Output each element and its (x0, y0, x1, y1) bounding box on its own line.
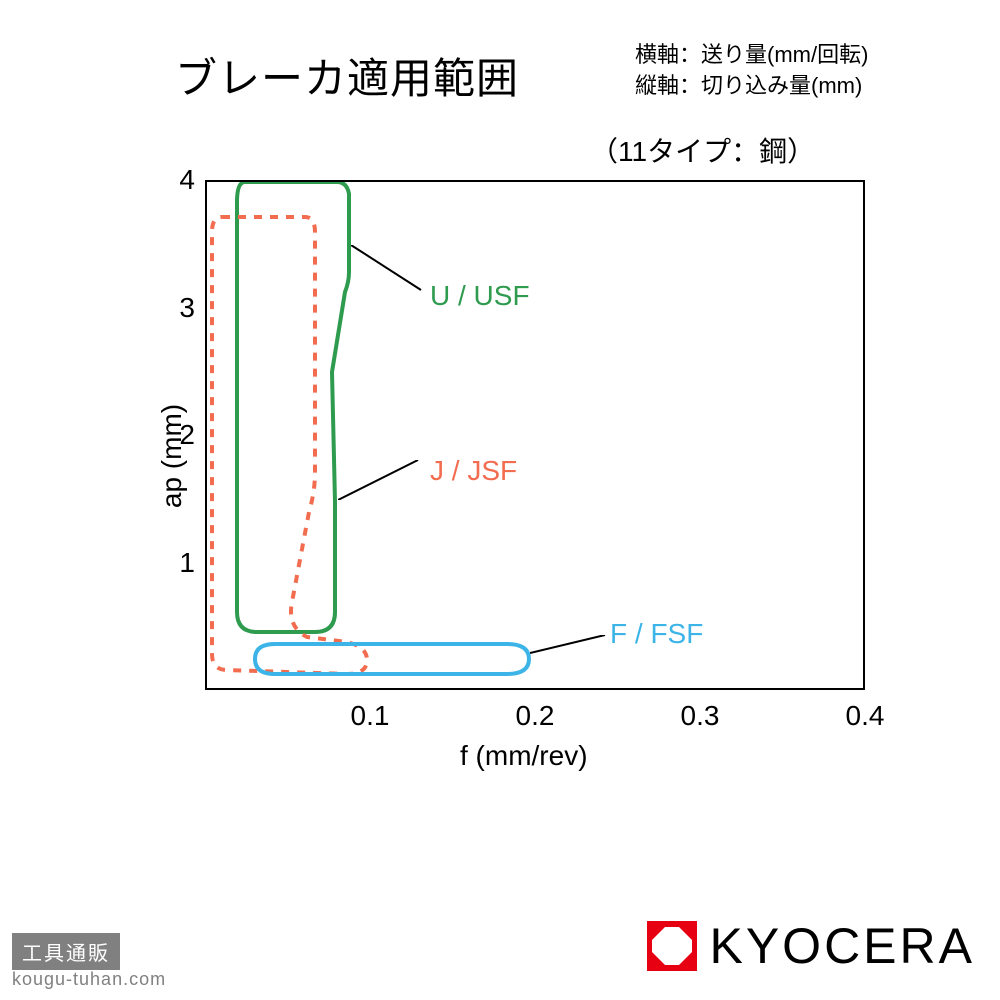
x-axis-desc: 横軸：送り量(mm/回転) (635, 40, 868, 71)
label-line-f (530, 635, 610, 655)
y-tick: 1 (165, 547, 195, 579)
x-tick: 0.2 (516, 700, 555, 732)
y-tick: 3 (165, 292, 195, 324)
region-path (255, 644, 529, 674)
plot-area (205, 180, 865, 690)
chart-title: ブレーカ適用範囲 (175, 45, 519, 106)
footer-badge: 工具通販 (12, 933, 120, 970)
chart-svg (207, 182, 867, 692)
y-axis-desc: 縦軸：切り込み量(mm) (635, 71, 868, 102)
x-tick: 0.1 (351, 700, 390, 732)
label-line-j (338, 460, 428, 500)
footer-url: kougu-tuhan.com (12, 969, 166, 990)
label-line-u (351, 245, 431, 295)
x-tick: 0.3 (681, 700, 720, 732)
brand-logo: KYOCERA (647, 917, 975, 975)
x-tick: 0.4 (846, 700, 885, 732)
region-label-f: F / FSF (610, 618, 703, 650)
chart-subtitle: （11タイプ：鋼） (590, 130, 815, 170)
x-axis-label: f (mm/rev) (460, 740, 588, 772)
y-tick: 4 (165, 164, 195, 196)
chart-container: ap (mm) f (mm/rev) 1234 0.10.20.30.4 U /… (130, 180, 880, 740)
region-label-u: U / USF (430, 280, 530, 312)
region-label-j: J / JSF (430, 455, 517, 487)
region-path (237, 182, 349, 632)
axis-description: 横軸：送り量(mm/回転) 縦軸：切り込み量(mm) (635, 40, 868, 102)
kyocera-icon (647, 921, 697, 971)
y-tick: 2 (165, 419, 195, 451)
logo-text: KYOCERA (709, 917, 975, 975)
